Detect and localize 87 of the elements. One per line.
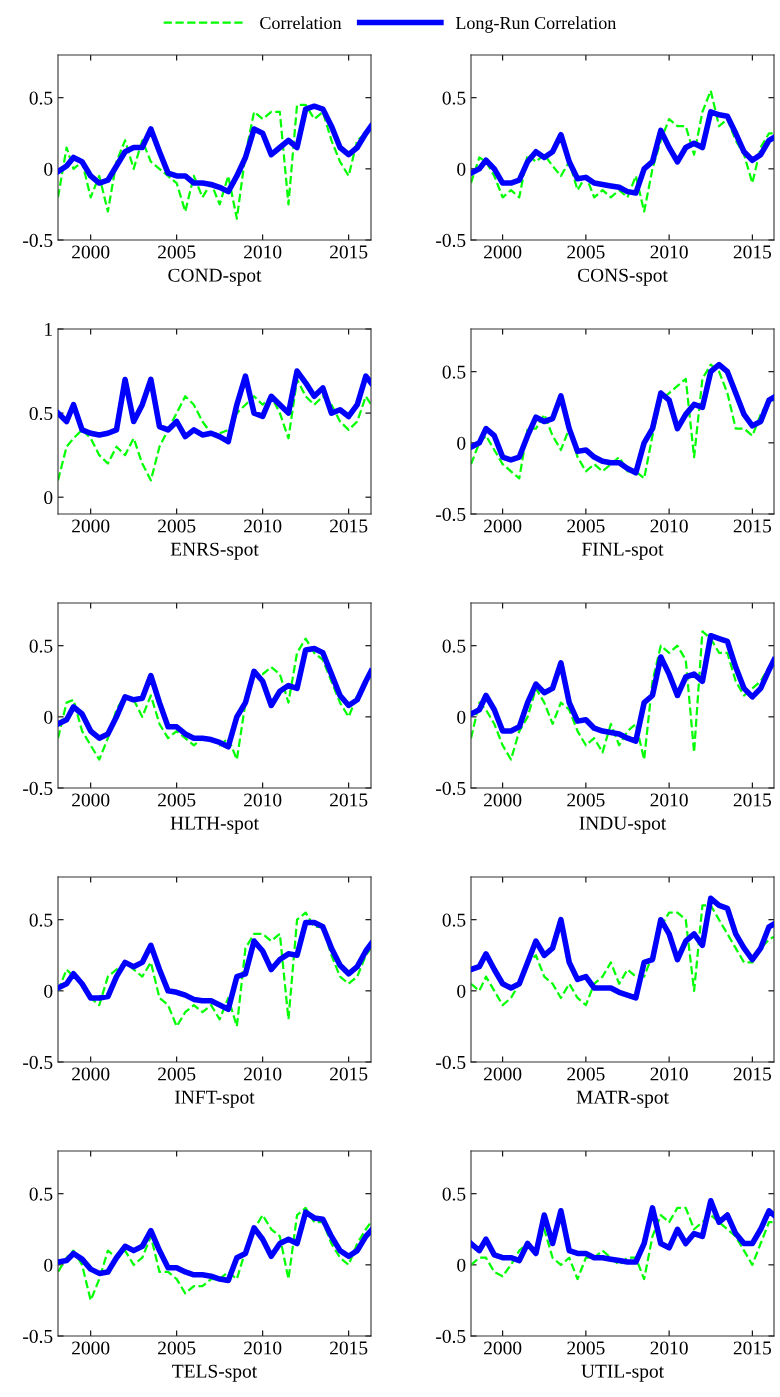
x-tick-label: 2000 <box>72 793 110 807</box>
y-tick-label: -0.5 <box>436 233 466 248</box>
y-tick-label: 0 <box>44 710 53 724</box>
y-tick-label: 0.5 <box>442 639 466 653</box>
x-tick-label: 2010 <box>244 245 282 259</box>
x-tick-label: 2015 <box>733 1067 772 1081</box>
y-tick-label: 1 <box>45 322 52 336</box>
x-tick-label: 2005 <box>567 1341 605 1355</box>
y-tick-label: 0 <box>44 162 53 176</box>
line-series <box>58 1206 371 1302</box>
x-tick-label: 2005 <box>567 519 605 533</box>
x-axis-title: CONS-spot <box>577 268 668 286</box>
y-tick-label: 0 <box>44 491 53 505</box>
x-tick-label: 2010 <box>650 519 688 533</box>
y-tick-label: 0 <box>457 436 466 450</box>
x-axis-title: ENRS-spot <box>170 542 259 560</box>
x-axis-title: UTIL-spot <box>581 1364 664 1382</box>
x-tick-label: 2000 <box>484 519 522 533</box>
x-tick-label: 2000 <box>484 245 522 259</box>
y-tick-label: -0.5 <box>436 1329 466 1344</box>
x-tick-label: 2000 <box>484 793 522 807</box>
x-tick-label: 2005 <box>567 1067 605 1081</box>
x-tick-label: 2015 <box>330 245 368 259</box>
y-tick-label: 0 <box>44 1258 53 1272</box>
y-tick-label: 0.5 <box>442 913 466 927</box>
legend-label: Long-Run Correlation <box>455 16 617 33</box>
x-tick-label: 2005 <box>158 519 196 533</box>
y-tick-label: -0.5 <box>23 1055 53 1070</box>
y-tick-label: 0.5 <box>29 1187 53 1201</box>
x-tick-label: 2015 <box>733 1341 772 1355</box>
legend-label: Correlation <box>260 16 342 30</box>
y-tick-label: -0.5 <box>23 781 53 796</box>
x-tick-label: 2015 <box>733 245 772 259</box>
y-tick-label: 0 <box>457 710 466 724</box>
x-tick-label: 2010 <box>244 519 282 533</box>
x-tick-label: 2010 <box>650 1067 688 1081</box>
x-axis-title: COND-spot <box>168 268 262 286</box>
x-axis-title: FINL-spot <box>582 542 664 560</box>
y-tick-label: 0 <box>44 984 53 998</box>
y-tick-label: 0.5 <box>442 365 466 379</box>
y-tick-label: -0.5 <box>23 233 53 248</box>
x-tick-label: 2010 <box>244 1067 282 1081</box>
y-tick-label: 0 <box>457 984 466 998</box>
y-tick-label: 0 <box>457 162 466 176</box>
x-tick-label: 2015 <box>330 1067 368 1081</box>
x-tick-label: 2005 <box>158 1067 196 1081</box>
x-tick-label: 2005 <box>158 245 196 259</box>
x-tick-label: 2015 <box>330 1341 368 1355</box>
x-tick-label: 2010 <box>650 793 688 807</box>
line-series <box>471 1206 774 1281</box>
y-tick-label: 0.5 <box>29 91 53 105</box>
x-tick-label: 2000 <box>484 1341 522 1355</box>
x-tick-label: 2000 <box>484 1067 522 1081</box>
x-axis-title: INFT-spot <box>175 1090 255 1108</box>
x-tick-label: 2015 <box>733 793 772 807</box>
y-tick-label: 0.5 <box>29 406 53 421</box>
y-tick-label: 0.5 <box>442 91 466 105</box>
y-tick-label: -0.5 <box>436 507 466 522</box>
x-tick-label: 2015 <box>733 519 772 533</box>
y-tick-label: 0 <box>457 1258 466 1272</box>
x-tick-label: 2010 <box>650 245 688 259</box>
y-tick-label: -0.5 <box>23 1329 53 1344</box>
x-tick-label: 2005 <box>567 245 605 259</box>
y-tick-label: 0.5 <box>29 639 53 653</box>
x-tick-label: 2010 <box>650 1341 688 1355</box>
line-series <box>471 89 774 213</box>
x-axis-title: TELS-spot <box>172 1364 258 1382</box>
x-tick-label: 2015 <box>330 519 368 533</box>
x-tick-label: 2015 <box>330 793 368 807</box>
x-tick-label: 2000 <box>72 1341 110 1355</box>
y-tick-label: -0.5 <box>436 781 466 796</box>
x-tick-label: 2010 <box>244 793 282 807</box>
line-series <box>58 911 371 1028</box>
x-tick-label: 2000 <box>72 245 110 259</box>
x-tick-label: 2010 <box>244 1341 282 1355</box>
x-tick-label: 2000 <box>72 1067 110 1081</box>
x-tick-label: 2005 <box>158 793 196 807</box>
x-tick-label: 2005 <box>158 1341 196 1355</box>
x-tick-label: 2005 <box>567 793 605 807</box>
x-axis-title: MATR-spot <box>576 1090 669 1108</box>
x-axis-title: INDU-spot <box>579 816 667 834</box>
x-tick-label: 2000 <box>72 519 110 533</box>
y-tick-label: 0.5 <box>29 913 53 927</box>
y-tick-label: -0.5 <box>436 1055 466 1070</box>
line-series <box>58 378 371 482</box>
y-tick-label: 0.5 <box>442 1187 466 1201</box>
x-axis-title: HLTH-spot <box>170 816 259 834</box>
